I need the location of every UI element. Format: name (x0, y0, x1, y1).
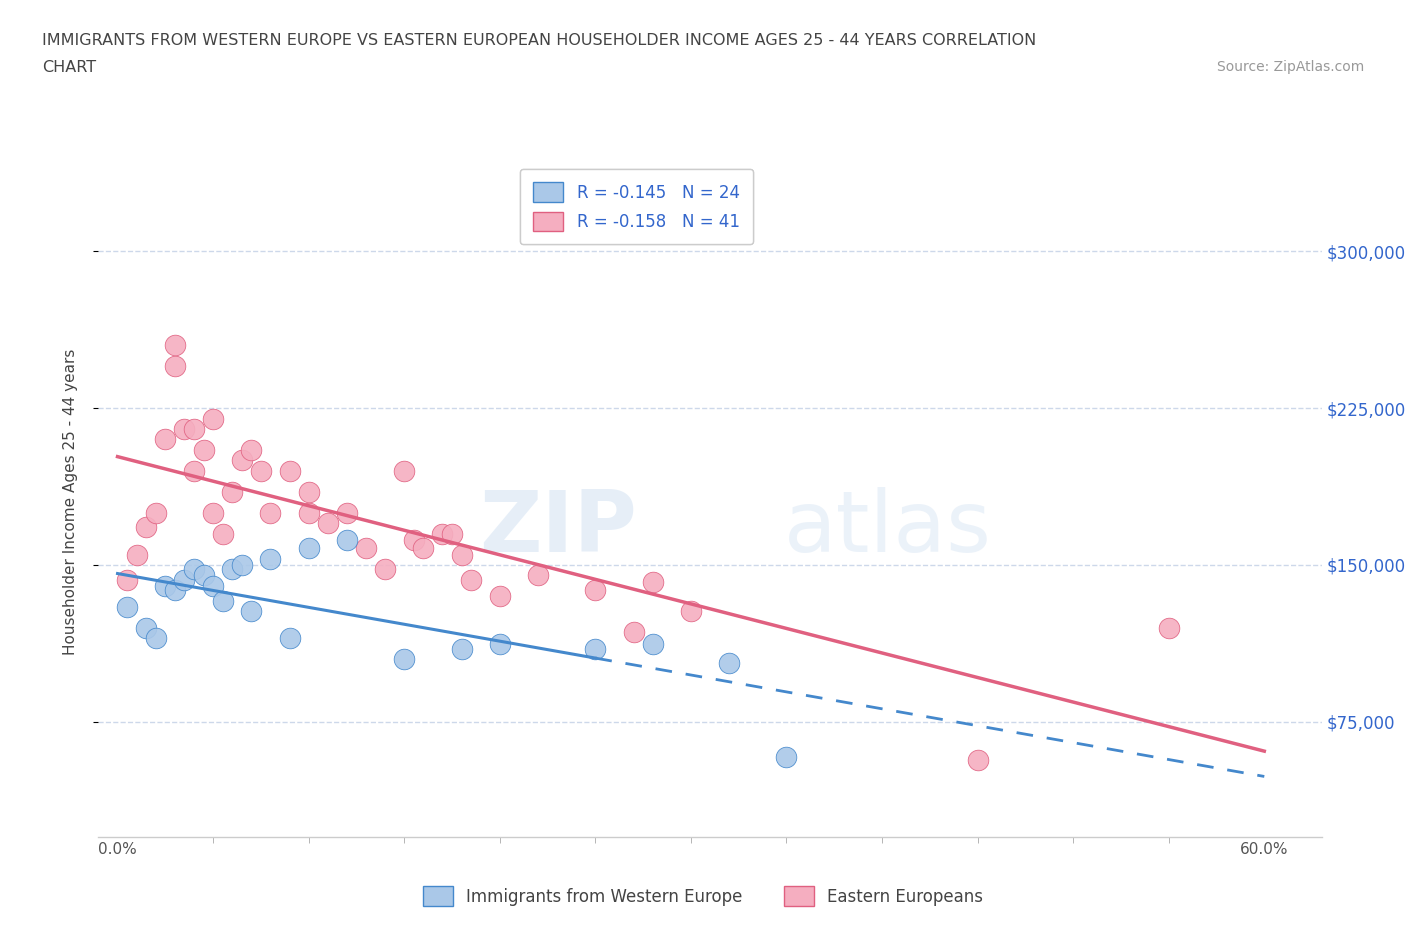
Text: Source: ZipAtlas.com: Source: ZipAtlas.com (1216, 60, 1364, 74)
Point (240, 443, 263, 458)
Point (231, 558, 253, 573)
Point (163, 338, 186, 352)
Point (155, 432, 177, 447)
Point (173, 572, 195, 587)
Point (211, 593, 233, 608)
Point (641, 637, 664, 652)
Point (115, 600, 138, 615)
Point (450, 642, 472, 657)
Point (221, 562, 243, 577)
Point (155, 578, 177, 593)
Point (679, 604, 702, 618)
Point (231, 453, 253, 468)
Point (583, 642, 606, 657)
Point (641, 575, 664, 590)
Point (460, 572, 482, 587)
Point (135, 620, 157, 635)
Point (173, 421, 195, 436)
Text: atlas: atlas (783, 487, 991, 570)
Point (163, 582, 186, 598)
Point (432, 526, 454, 541)
Point (488, 637, 510, 652)
Point (250, 463, 273, 478)
Point (623, 625, 645, 640)
Point (354, 541, 377, 556)
Point (336, 505, 359, 520)
Point (259, 551, 281, 566)
Point (374, 562, 396, 577)
Point (392, 463, 416, 478)
Text: CHART: CHART (42, 60, 96, 75)
Point (211, 526, 233, 541)
Text: IMMIGRANTS FROM WESTERN EUROPE VS EASTERN EUROPEAN HOUSEHOLDER INCOME AGES 25 - : IMMIGRANTS FROM WESTERN EUROPE VS EASTER… (42, 33, 1036, 47)
Y-axis label: Householder Income Ages 25 - 44 years: Householder Income Ages 25 - 44 years (63, 349, 77, 656)
Point (259, 505, 281, 520)
Point (278, 631, 301, 645)
Point (145, 631, 167, 645)
Point (115, 572, 138, 587)
Point (440, 526, 463, 541)
Point (202, 578, 225, 593)
Point (336, 532, 359, 547)
Point (183, 421, 205, 436)
Point (202, 411, 225, 426)
Point (183, 562, 205, 577)
Point (412, 541, 434, 556)
Point (193, 443, 215, 458)
Point (392, 652, 416, 667)
Point (135, 520, 157, 535)
Point (1157, 620, 1180, 635)
Point (278, 463, 301, 478)
Text: ZIP: ZIP (479, 487, 637, 570)
Point (202, 505, 225, 520)
Point (221, 485, 243, 499)
Point (298, 541, 321, 556)
Legend: R = -0.145   N = 24, R = -0.158   N = 41: R = -0.145 N = 24, R = -0.158 N = 41 (520, 169, 754, 245)
Point (775, 750, 797, 764)
Point (316, 516, 339, 531)
Point (193, 568, 215, 583)
Point (298, 505, 321, 520)
Point (527, 568, 550, 583)
Legend: Immigrants from Western Europe, Eastern Europeans: Immigrants from Western Europe, Eastern … (416, 880, 990, 912)
Point (145, 505, 167, 520)
Point (718, 656, 741, 671)
Point (583, 582, 606, 598)
Point (488, 589, 510, 604)
Point (183, 463, 205, 478)
Point (298, 485, 321, 499)
Point (966, 752, 988, 767)
Point (450, 547, 472, 562)
Point (240, 604, 263, 618)
Point (125, 547, 148, 562)
Point (402, 532, 425, 547)
Point (163, 359, 186, 374)
